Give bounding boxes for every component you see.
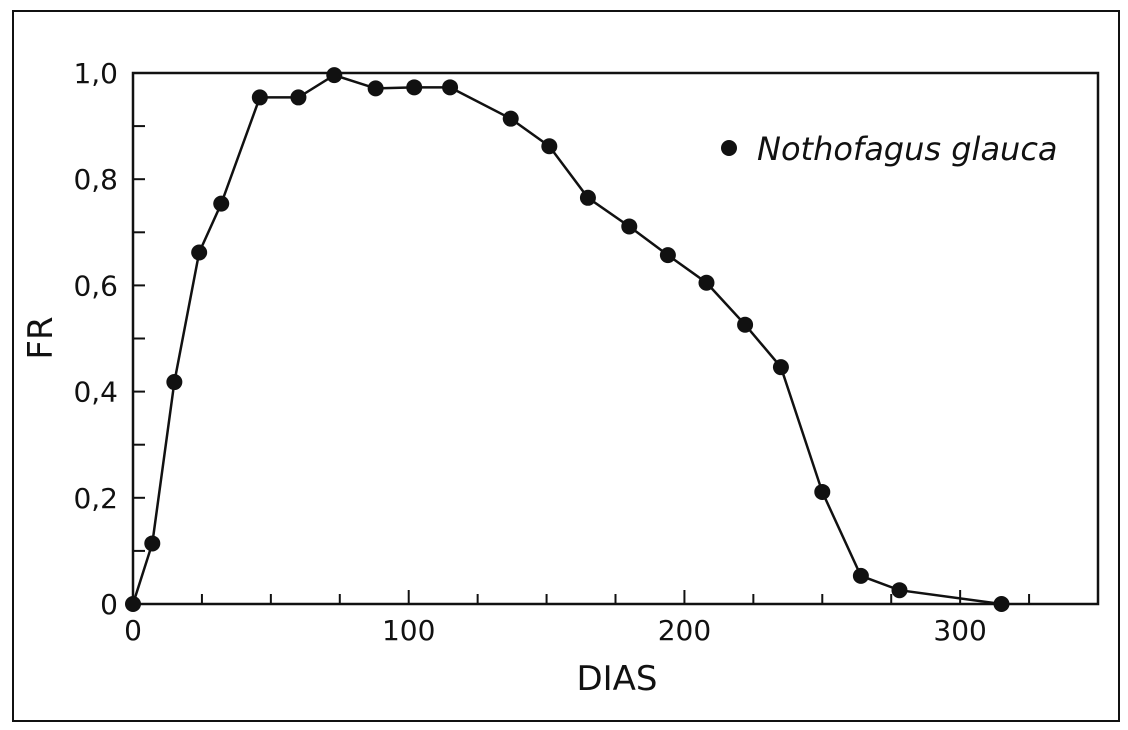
y-tick-label: 0,6 (73, 269, 118, 302)
data-point (251, 89, 268, 106)
ticks: 0 100 200 300 0 0,2 0,4 0,6 0,8 1,0 (73, 57, 1099, 647)
x-tick-label: 0 (124, 614, 142, 647)
y-tick-label: 1,0 (73, 57, 118, 90)
x-tick-label: 100 (382, 614, 435, 647)
data-point (191, 244, 208, 261)
data-points (125, 67, 1010, 612)
data-point (442, 79, 459, 96)
x-tick-label: 300 (933, 614, 986, 647)
legend-label: Nothofagus glauca (757, 130, 1058, 168)
data-point (737, 316, 754, 333)
data-point (502, 110, 519, 127)
figure-frame (12, 10, 1120, 722)
y-axis-label: FR (21, 316, 61, 359)
data-point (579, 189, 596, 206)
x-axis-label: DIAS (576, 659, 657, 699)
data-point (166, 374, 183, 391)
data-point (698, 274, 715, 291)
legend: Nothofagus glauca (721, 130, 1058, 168)
data-point (772, 359, 789, 376)
data-point (814, 483, 831, 500)
data-point (326, 67, 343, 84)
y-tick-label: 0 (100, 588, 118, 621)
data-point (621, 218, 638, 235)
data-point (290, 89, 307, 106)
data-point (891, 582, 908, 599)
data-point (367, 80, 384, 97)
legend-marker (721, 140, 737, 156)
data-point (213, 195, 230, 212)
data-point (541, 138, 558, 155)
x-tick-label: 200 (658, 614, 711, 647)
y-tick-label: 0,8 (73, 163, 118, 196)
data-point (659, 247, 676, 264)
data-point (144, 535, 161, 552)
data-point (125, 596, 141, 612)
y-tick-label: 0,4 (73, 376, 118, 409)
data-point (406, 79, 423, 96)
data-point (993, 596, 1010, 612)
y-tick-label: 0,2 (73, 482, 118, 515)
data-point (852, 567, 869, 584)
